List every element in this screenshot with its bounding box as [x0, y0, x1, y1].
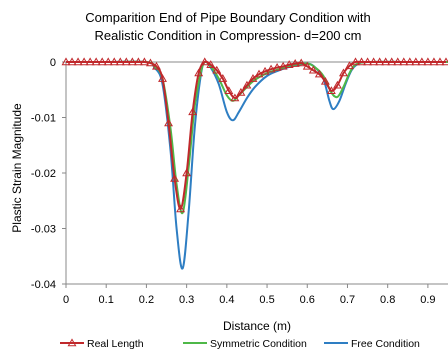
marker-real-length: [302, 61, 312, 70]
marker-real-length: [67, 57, 77, 66]
marker-real-length: [109, 57, 119, 66]
marker-real-length: [194, 68, 204, 77]
series-layer: [61, 57, 448, 270]
marker-real-length: [97, 57, 107, 66]
y-tick-label: -0.03: [31, 224, 56, 236]
marker-real-length: [357, 57, 367, 66]
marker-real-length: [200, 57, 210, 66]
marker-real-length: [188, 107, 198, 116]
marker-real-length: [266, 64, 276, 73]
marker-real-length: [278, 61, 288, 70]
marker-real-length: [139, 57, 149, 66]
x-tick-label: 0.7: [340, 294, 355, 306]
marker-real-length: [435, 57, 445, 66]
marker-real-length: [236, 87, 246, 96]
marker-real-length: [85, 57, 95, 66]
marker-real-length: [369, 57, 379, 66]
x-tick-label: 0.3: [179, 294, 194, 306]
marker-real-length: [115, 57, 125, 66]
x-tick-label: 0.9: [420, 294, 435, 306]
x-tick-label: 0.6: [300, 294, 315, 306]
marker-real-length: [61, 57, 71, 66]
marker-real-length: [375, 57, 385, 66]
marker-real-length: [381, 57, 391, 66]
marker-real-length: [345, 61, 354, 70]
marker-real-length: [320, 76, 330, 85]
marker-real-length: [212, 65, 222, 74]
x-tick-label: 0.4: [219, 294, 234, 306]
x-tick-label: 0.5: [259, 294, 274, 306]
legend-label-real-length: Real Length: [87, 338, 144, 350]
marker-real-length: [230, 93, 240, 102]
marker-real-length: [170, 173, 180, 182]
marker-real-length: [405, 57, 415, 66]
marker-real-length: [224, 86, 234, 95]
x-tick-label: 0.1: [99, 294, 114, 306]
marker-real-length: [351, 57, 360, 66]
x-axis-label: Distance (m): [223, 319, 291, 333]
y-axis-label: Plastic Strain Magnitude: [10, 103, 24, 233]
marker-real-length: [411, 57, 421, 66]
legend-marker-real-length: [67, 338, 77, 347]
marker-real-length: [423, 57, 433, 66]
marker-real-length: [152, 61, 161, 70]
chart-title-line-1: Comparition End of Pipe Boundary Conditi…: [85, 10, 370, 25]
marker-real-length: [103, 57, 113, 66]
marker-real-length: [145, 58, 155, 67]
marker-real-length: [164, 118, 173, 127]
marker-real-length: [176, 204, 186, 213]
marker-real-length: [338, 68, 348, 77]
marker-real-length: [73, 57, 83, 66]
marker-real-length: [133, 57, 143, 66]
marker-real-length: [121, 57, 131, 66]
marker-real-length: [290, 59, 300, 67]
chart-title-line-2: Realistic Condition in Compression- d=20…: [95, 28, 362, 43]
marker-real-length: [79, 57, 89, 66]
marker-real-length: [326, 86, 336, 95]
series-line-real-length: [66, 60, 446, 211]
legend-label-free-condition: Free Condition: [351, 338, 420, 350]
y-tick-label: 0: [50, 57, 56, 69]
series-line-free-condition: [66, 60, 448, 270]
marker-real-length: [260, 66, 270, 75]
legend: Real Length Symmetric Condition Free Condi…: [60, 338, 420, 350]
marker-real-length: [254, 69, 264, 78]
marker-real-length: [393, 57, 403, 66]
marker-real-length: [296, 58, 306, 67]
marker-real-length: [158, 74, 167, 82]
legend-label-symmetric-condition: Symmetric Condition: [210, 338, 307, 350]
marker-real-length: [218, 74, 228, 82]
x-tick-label: 0.8: [380, 294, 395, 306]
marker-real-length: [91, 57, 101, 66]
marker-real-length: [314, 69, 324, 78]
marker-real-length: [206, 60, 216, 68]
marker-real-length: [363, 57, 373, 66]
marker-real-length: [429, 57, 439, 66]
marker-real-length: [308, 65, 318, 74]
marker-real-length: [284, 60, 294, 68]
marker-real-length: [182, 168, 192, 177]
x-tick-label: 0.2: [139, 294, 154, 306]
marker-real-length: [127, 57, 137, 66]
marker-real-length: [417, 57, 427, 66]
marker-real-length: [248, 74, 258, 82]
marker-real-length: [242, 80, 252, 89]
x-tick-label: 0: [63, 294, 69, 306]
marker-real-length: [272, 62, 282, 71]
y-tick-label: -0.02: [31, 168, 56, 180]
marker-real-length: [387, 57, 397, 66]
y-tick-label: -0.01: [31, 113, 56, 125]
marker-real-length: [399, 57, 409, 66]
y-tick-label: -0.04: [31, 279, 56, 291]
marker-real-length: [332, 80, 342, 89]
